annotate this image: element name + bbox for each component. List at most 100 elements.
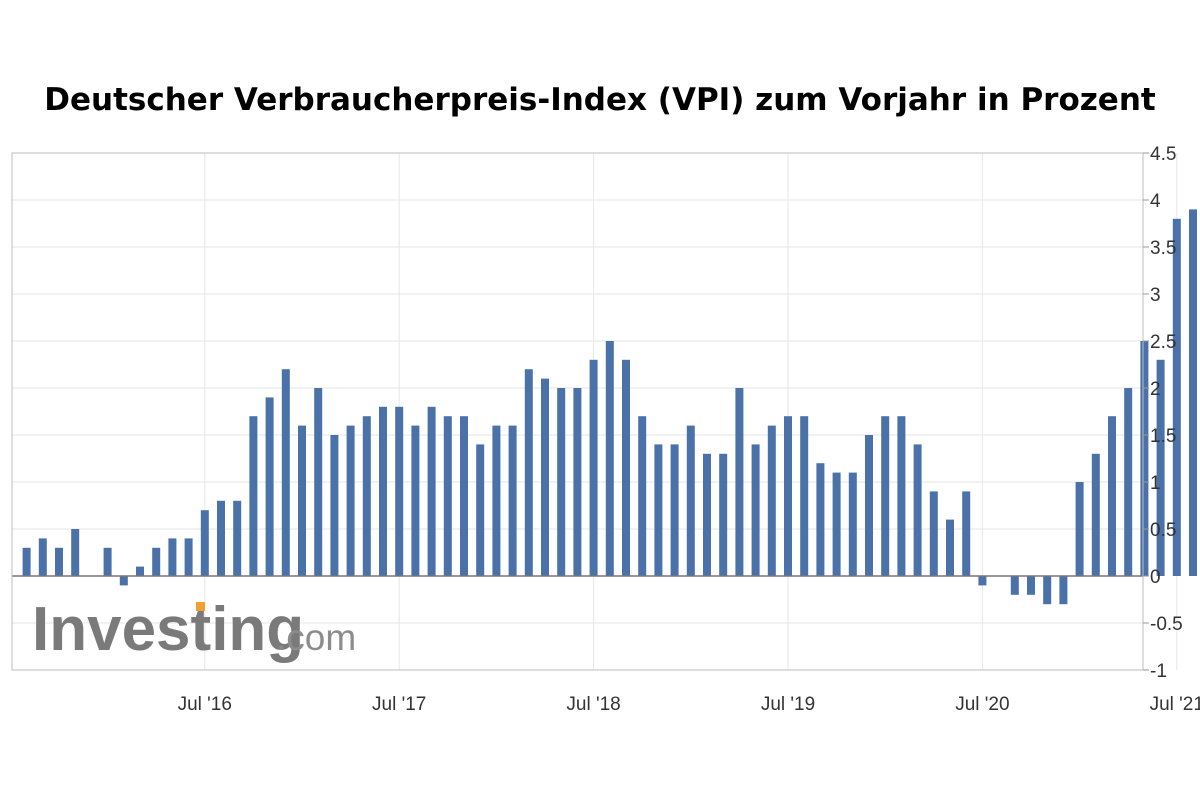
bar (1156, 359, 1165, 576)
y-tick-label: 1.5 (1150, 426, 1176, 447)
bar (1091, 453, 1100, 576)
watermark-suffix: .com (276, 617, 356, 658)
bar (265, 397, 274, 576)
bar (314, 388, 323, 576)
bar (411, 425, 420, 576)
bar (443, 416, 452, 576)
bar (622, 359, 630, 576)
bar (1124, 388, 1133, 576)
bar (978, 576, 987, 586)
bar (1059, 576, 1068, 605)
bar (913, 444, 922, 576)
bar (1140, 341, 1149, 576)
bar (557, 388, 566, 576)
bar (865, 435, 873, 576)
y-tick-label: 3.5 (1150, 238, 1176, 259)
y-tick-label: 2 (1150, 379, 1161, 400)
bar (38, 538, 47, 576)
y-tick-label: 2.5 (1150, 332, 1176, 353)
bar (249, 416, 258, 576)
bar (638, 416, 647, 576)
bar (233, 500, 242, 576)
watermark-brand: Investing (32, 595, 304, 664)
bar (686, 425, 695, 576)
bar (492, 425, 501, 576)
bar (460, 416, 468, 576)
bar (929, 491, 938, 576)
bar (136, 566, 144, 576)
bar (1043, 576, 1052, 605)
x-tick-label: Jul '21 (1150, 694, 1200, 715)
y-axis: 4.5 4 3.5 3 2.5 2 1.5 1 0.5 0 -0.5 -1 (1143, 144, 1183, 682)
bar (184, 538, 193, 576)
bar (654, 444, 663, 576)
plot-border (11, 152, 1144, 671)
bar (1075, 482, 1084, 576)
bar (751, 444, 760, 576)
bar (119, 576, 128, 586)
x-tick-label: Jul '20 (955, 694, 1009, 715)
bar (897, 416, 906, 576)
y-tick-label: 4.5 (1150, 144, 1176, 165)
bar (816, 463, 825, 576)
bar (476, 444, 485, 576)
y-tick-label: -0.5 (1150, 614, 1183, 635)
bar (605, 341, 614, 576)
bar (1108, 416, 1116, 576)
bar (168, 538, 177, 576)
y-tick-label: 0.5 (1150, 520, 1176, 541)
bar (200, 510, 209, 576)
bar (22, 547, 31, 576)
y-tick-label: -1 (1150, 661, 1167, 682)
bar (541, 378, 549, 576)
bar (346, 425, 355, 576)
bar (55, 547, 63, 576)
bar (1189, 209, 1197, 576)
bar (508, 425, 517, 576)
bar (427, 406, 436, 576)
bar (103, 547, 112, 576)
bar (703, 453, 711, 576)
bar (379, 406, 387, 576)
bar (330, 435, 339, 576)
x-tick-label: Jul '18 (566, 694, 620, 715)
x-tick-label: Jul '17 (372, 694, 426, 715)
bar (152, 547, 161, 576)
bar (395, 406, 404, 576)
bar (524, 369, 533, 576)
bar (962, 491, 971, 576)
bar (719, 453, 728, 576)
bar (1027, 576, 1035, 595)
bar (573, 388, 582, 576)
bar (298, 425, 306, 576)
bar (281, 369, 290, 576)
bar (71, 529, 80, 576)
bar (362, 416, 371, 576)
bar (848, 472, 857, 576)
watermark-accent-icon (196, 602, 205, 611)
bar (784, 416, 792, 576)
plot-frame (11, 152, 1144, 671)
bar (832, 472, 841, 576)
bar (881, 416, 890, 576)
bar (1172, 218, 1181, 577)
bar (946, 519, 954, 576)
x-tick-label: Jul '16 (178, 694, 232, 715)
y-tick-label: 1 (1150, 473, 1161, 494)
y-tick-label: 4 (1150, 191, 1161, 212)
bar (589, 359, 598, 576)
bar (767, 425, 776, 576)
y-tick-label: 0 (1150, 567, 1161, 588)
bar (217, 500, 225, 576)
chart-title: Deutscher Verbraucherpreis-Index (VPI) z… (44, 82, 1156, 118)
x-tick-label: Jul '19 (761, 694, 815, 715)
x-axis: Jul '16 Jul '17 Jul '18 Jul '19 Jul '20 Jul '… (178, 694, 1200, 715)
investing-watermark: Investing .com (32, 595, 356, 664)
bar (800, 416, 809, 576)
bars (22, 209, 1197, 605)
bar (670, 444, 679, 576)
bar (735, 388, 744, 576)
bar (1010, 576, 1019, 595)
y-tick-label: 3 (1150, 285, 1161, 306)
